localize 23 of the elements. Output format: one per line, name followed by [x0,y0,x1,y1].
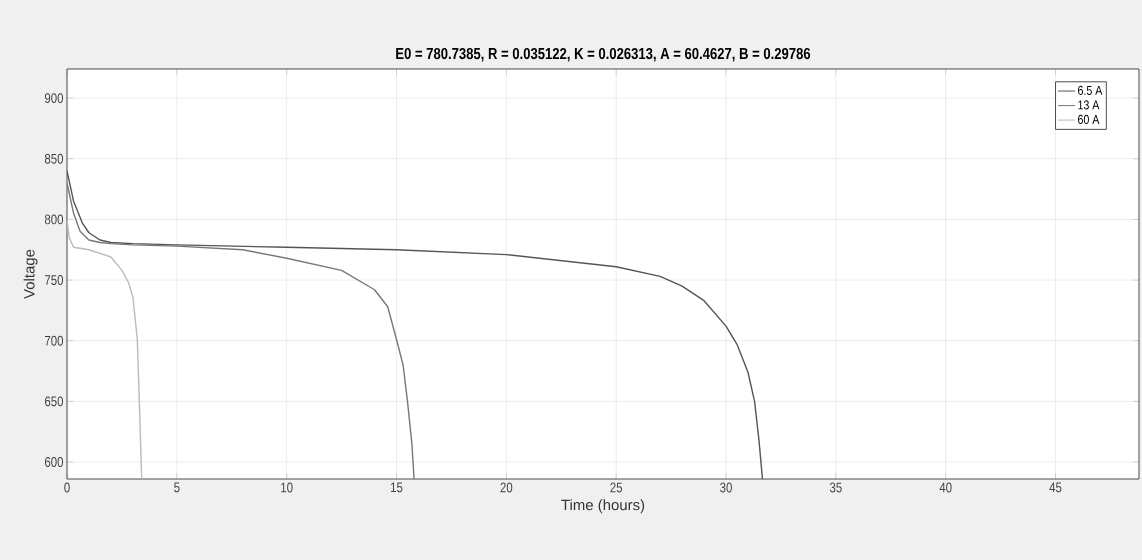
x-tick-label: 5 [174,482,180,493]
y-axis-title: Voltage [23,249,38,299]
y-tick-label: 700 [44,335,64,346]
x-tick-label: 15 [391,482,403,493]
x-tick-label: 20 [500,482,513,493]
y-tick-label: 900 [44,93,64,104]
x-tick-label: 40 [939,482,952,493]
chart-title: E0 = 780.7385, R = 0.035122, K = 0.026313, A = 60.4627, B = 0.29786 [396,47,811,62]
x-tick-label: 0 [64,482,70,493]
legend-label: 13 A [1078,100,1100,110]
x-tick-label: 25 [610,482,623,493]
x-axis-title: Time (hours) [561,499,645,514]
x-tick-label: 10 [281,482,293,493]
x-tick-label: 30 [720,482,732,493]
y-tick-label: 800 [44,214,64,225]
y-tick-label: 650 [44,396,64,407]
x-tick-label: 45 [1049,482,1062,493]
y-tick-label: 600 [44,457,64,467]
x-tick-label: 35 [829,482,842,493]
y-tick-label: 750 [44,275,64,285]
y-tick-label: 850 [44,153,64,164]
legend-label: 60 A [1078,114,1100,124]
legend-label: 6.5 A [1078,85,1103,95]
